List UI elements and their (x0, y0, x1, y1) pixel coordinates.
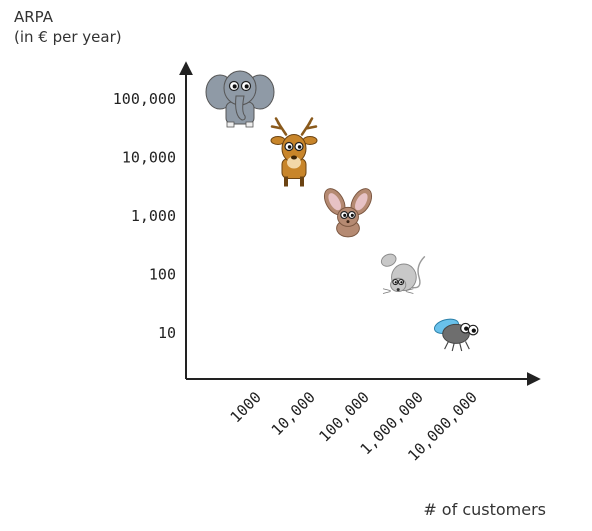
elephant-icon (205, 70, 275, 128)
rabbit-icon (323, 188, 373, 238)
y-tick-label: 1,000 (131, 207, 176, 225)
deer-icon (270, 117, 318, 187)
y-tick-label: 10,000 (122, 149, 176, 167)
fly-icon (433, 318, 479, 352)
y-tick-label: 10 (158, 324, 176, 342)
y-axis-title-line1: ARPA (14, 8, 54, 26)
y-tick-label: 100,000 (113, 90, 176, 108)
x-tick-label: 1000 (227, 388, 265, 426)
x-tick-label: 10,000 (268, 388, 319, 439)
mouse-icon (380, 253, 426, 294)
y-tick-label: 100 (149, 266, 176, 284)
y-axis-title-line2: (in € per year) (14, 28, 122, 46)
y-tick-labels: 100,000 10,000 1,000 100 10 (113, 90, 176, 342)
x-axis-title: # of customers (423, 500, 546, 519)
data-markers (205, 70, 479, 352)
